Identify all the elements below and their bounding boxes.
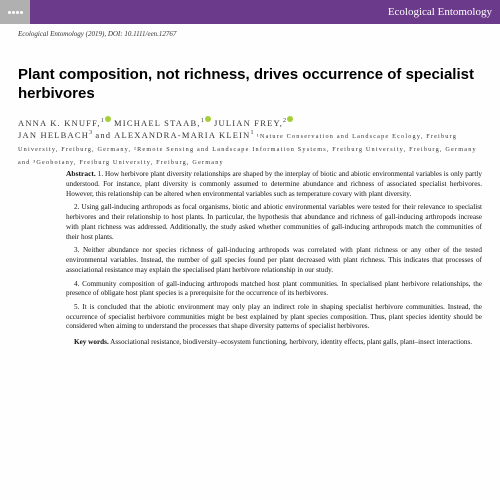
abstract-p5: 5. It is concluded that the abiotic envi… [66,303,482,332]
journal-header: Ecological Entomology [0,0,500,24]
citation-line: Ecological Entomology (2019), DOI: 10.11… [0,24,500,38]
abstract-p3: 3. Neither abundance nor species richnes… [66,246,482,275]
orcid-icon [287,116,293,122]
article-title: Plant composition, not richness, drives … [18,66,482,104]
keywords-label: Key words. [74,338,109,346]
abstract-p1: Abstract. 1. How herbivore plant diversi… [66,169,482,199]
publisher-logo-icon [8,11,23,14]
abstract-p2: 2. Using gall-inducing arthropods as foc… [66,203,482,242]
abstract: Abstract. 1. How herbivore plant diversi… [18,169,482,348]
header-left [8,11,27,14]
abstract-p4: 4. Community composition of gall-inducin… [66,280,482,299]
keywords: Key words. Associational resistance, bio… [66,338,482,348]
keywords-text: Associational resistance, biodiversity–e… [110,338,472,346]
affiliations: ¹Nature Conservation and Landscape Ecolo… [18,133,477,166]
abstract-text-1: 1. How herbivore plant diversity relatio… [66,170,482,197]
orcid-icon [205,116,211,122]
orcid-icon [105,116,111,122]
author-list: ANNA K. KNUFF,1 MICHAEL STAAB,1 JULIAN F… [18,116,482,168]
journal-name: Ecological Entomology [388,6,492,18]
article-body: Plant composition, not richness, drives … [0,38,500,348]
abstract-label: Abstract. [66,169,96,178]
